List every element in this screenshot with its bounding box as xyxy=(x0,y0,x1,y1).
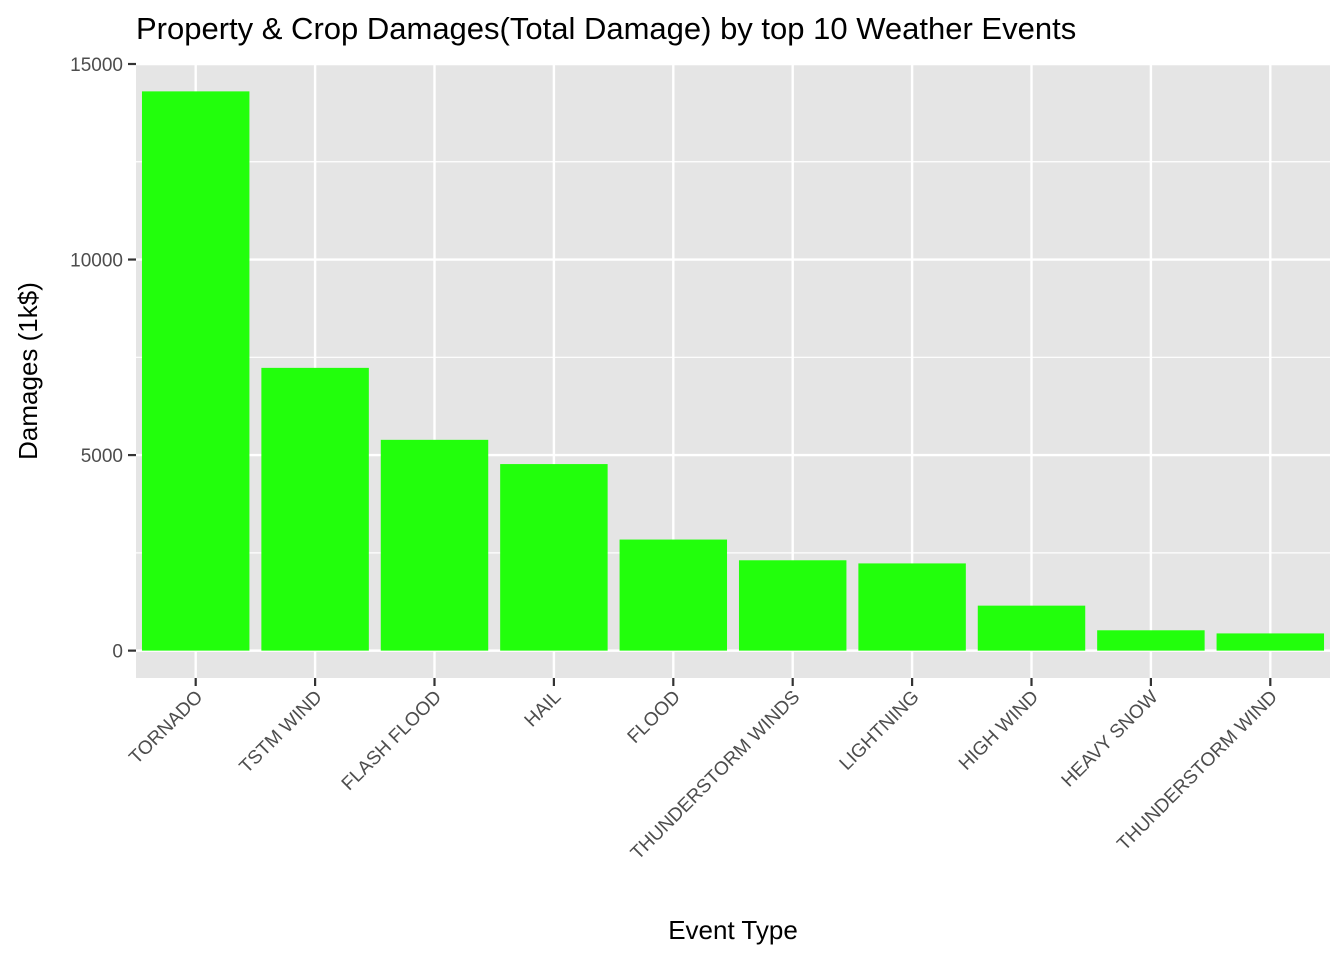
x-tick-label: HAIL xyxy=(521,687,566,732)
bar xyxy=(619,539,728,651)
x-axis-title: Event Type xyxy=(668,915,798,945)
bar xyxy=(738,560,847,651)
bar xyxy=(261,367,369,651)
y-tick-label: 0 xyxy=(112,642,123,663)
bar xyxy=(1097,630,1205,651)
x-tick-label: LIGHTNING xyxy=(836,687,924,775)
x-tick-label: HIGH WIND xyxy=(955,687,1043,775)
y-tick-label: 10000 xyxy=(70,251,123,272)
x-tick-label: TSTM WIND xyxy=(236,687,327,778)
y-axis: 0 5000 10000 15000 xyxy=(70,55,136,663)
bar xyxy=(500,464,608,651)
x-tick-label: HEAVY SNOW xyxy=(1058,687,1163,792)
y-tick-label: 15000 xyxy=(70,55,123,76)
x-axis: TORNADO TSTM WIND FLASH FLOOD HAIL FLOODTHUN… xyxy=(125,678,1282,864)
bar xyxy=(858,563,966,651)
y-tick-label: 5000 xyxy=(81,446,123,467)
x-tick-label: FLOOD xyxy=(624,687,685,748)
bars xyxy=(141,91,1325,651)
bar xyxy=(1216,633,1325,651)
bar xyxy=(141,91,250,651)
chart-title: Property & Crop Damages(Total Damage) by… xyxy=(136,11,1076,46)
x-tick-label: FLASH FLOOD xyxy=(338,687,446,795)
bar xyxy=(380,439,489,651)
y-axis-title: Damages (1k$) xyxy=(13,282,43,460)
x-tick-label: TORNADO xyxy=(125,687,207,769)
bar xyxy=(977,605,1086,651)
